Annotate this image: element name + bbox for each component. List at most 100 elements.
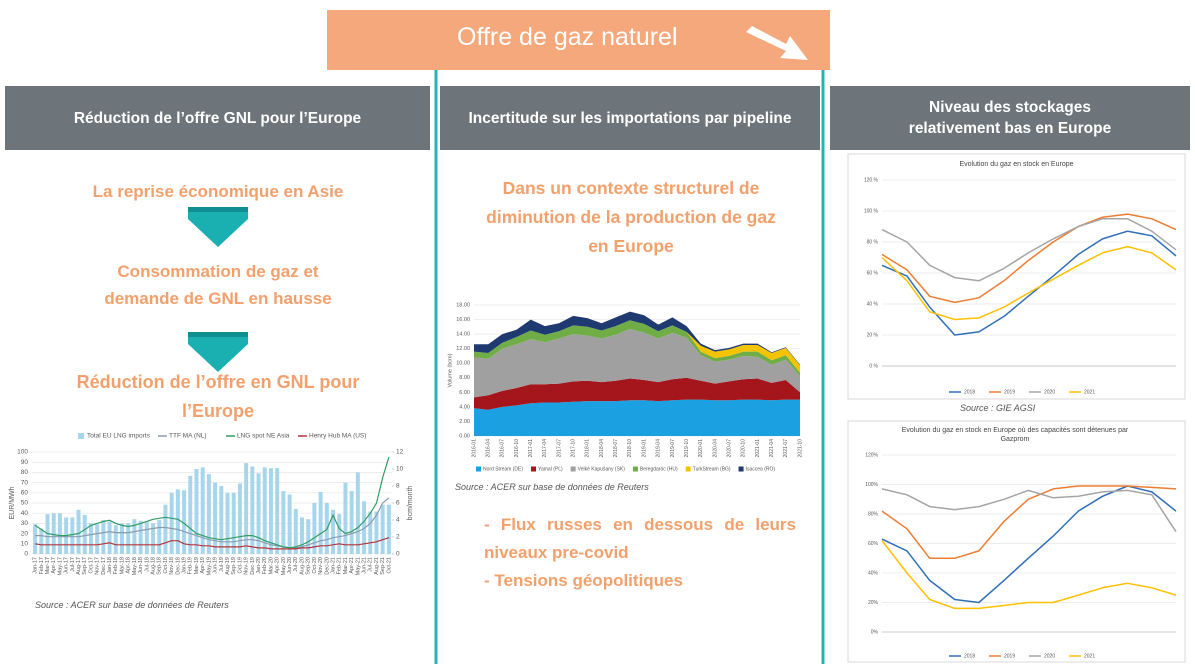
bar [194,469,199,554]
x-tick-label: Jun-17 [64,557,70,574]
y-tick-label: 120 % [864,177,879,183]
x-tick-label: Jun-18 [138,557,144,574]
legend-label: 2018 [964,389,975,395]
x-tick-label: Mar-19 [194,557,200,574]
bar [281,491,286,554]
y2-tick-label: 6 [396,500,400,507]
x-tick-label: 2019-07 [670,439,676,458]
x-tick-label: May-17 [57,557,63,575]
y-tick-label: 100 % [864,208,879,214]
series-line [881,488,1177,533]
x-tick-label: Aug-17 [76,557,82,575]
y-tick-label: 80 % [867,239,879,245]
bar [262,467,267,554]
flow-arrow [188,332,248,372]
column-header: Incertitude sur les importations par pip… [440,86,820,150]
x-tick-label: Feb-19 [188,557,194,574]
stacked-area [474,311,800,366]
y-tick-label: 20 [21,530,29,537]
flow-arrow [188,207,248,247]
series-line [35,497,390,549]
bar [250,466,255,554]
series-line [881,245,1177,321]
y-tick-label: 10.00 [456,361,470,367]
bar [57,513,62,554]
y-tick-label: 18.00 [456,302,470,308]
x-tick-label: Jan-21 [330,557,336,574]
legend-swatch [476,466,481,472]
x-tick-label: Dec-20 [324,557,330,575]
chart-title: Evolution du gaz en stock en Europe où d… [901,427,1129,443]
x-tick-label: Nov-18 [169,557,175,575]
y-tick-label: 0 [24,551,28,558]
legend-label: 2019 [1004,653,1015,659]
bar [349,491,354,554]
x-tick-label: Jul-18 [144,557,150,572]
bar [368,511,373,554]
y-tick-label: 40 % [867,301,879,307]
y-tick-label: 10 [21,541,29,548]
y-tick-label: 100% [865,482,878,488]
y-tick-label: 50 [21,500,29,507]
x-tick-label: 2016-10 [514,439,520,458]
legend-label: TurkStream (BG) [693,466,731,472]
x-tick-label: Jan-18 [107,557,113,574]
bar [306,519,311,554]
legend-label: LNG spot NE Asia [237,433,290,440]
bar [182,490,187,554]
x-tick-label: May-21 [355,557,361,575]
legend-label: 2018 [964,653,975,659]
down-arrow-icon [746,26,808,60]
bar [76,509,81,554]
y2-axis-label: bcm/month [407,486,414,521]
y-tick-label: 6.00 [459,390,470,396]
x-tick-label: 2017-04 [542,439,548,458]
bar [51,513,56,554]
bar [380,504,385,554]
bar [138,520,143,554]
x-tick-label: Mar-18 [119,557,125,574]
x-tick-label: Jun-19 [213,557,219,574]
x-tick-label: 2018-04 [599,439,605,458]
column-header: Réduction de l’offre GNL pour l’Europe [5,86,430,150]
x-tick-label: Sep-20 [306,557,312,575]
bar [88,523,93,554]
x-tick-label: Dec-18 [175,557,181,575]
series-line [881,213,1177,304]
x-tick-label: 2018-10 [627,439,633,458]
bar [213,482,218,554]
y-tick-label: 100 [17,449,28,456]
bar [144,521,149,554]
bar [268,468,273,554]
legend-label: Total EU LNG imports [87,433,151,440]
source: Source : ACER sur base de données de Reu… [455,482,649,492]
x-tick-label: 2019-04 [656,439,662,458]
bar [169,492,174,554]
bar [39,528,44,554]
bar [101,520,106,554]
x-tick-label: Jun-21 [362,557,368,574]
x-tick-label: Feb-20 [262,557,268,574]
y-tick-label: 80% [868,511,879,517]
x-tick-label: 2020-01 [698,439,704,458]
bar [82,514,87,554]
point: - Tensions géopolitiques [484,571,683,590]
x-tick-label: 2019-10 [684,439,690,458]
bar [206,474,211,554]
bar [244,463,249,554]
source: Source : GIE AGSI [960,403,1036,413]
legend-swatch [531,466,537,472]
x-tick-label: Jul-17 [70,557,76,572]
banner: Offre de gaz naturel [327,10,830,70]
y-tick-label: 60 [21,490,29,497]
x-tick-label: 2018-01 [585,439,591,458]
bar [337,514,342,554]
step: Réduction de l’offre en GNL pour l’Europ… [76,372,360,421]
x-tick-label: Mar-17 [45,557,51,574]
legend-label: Velké Kapušany (SK) [578,466,626,472]
legend-swatch [570,466,576,472]
y-tick-label: 80 [21,469,29,476]
legend-label: 2021 [1084,653,1095,659]
bar [157,520,162,554]
